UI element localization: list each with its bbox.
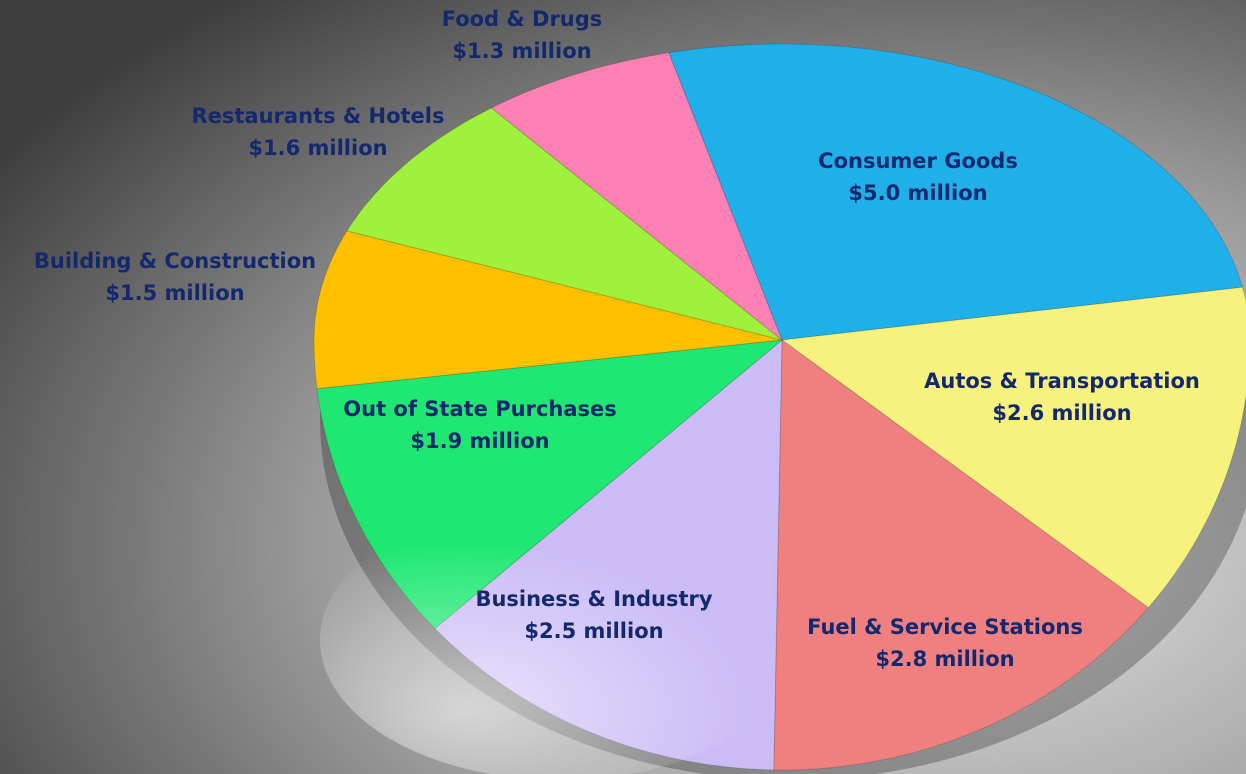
pie-slice [346,107,783,341]
slice-value-label: $2.8 million [875,647,1014,671]
pie-slice [668,43,1244,341]
slice-value-label: $1.5 million [105,281,244,305]
slice-label: Autos & Transportation [924,369,1200,393]
slice-label: Consumer Goods [818,149,1018,173]
slice-value-label: $1.3 million [452,39,591,63]
slice-label: Fuel & Service Stations [807,615,1083,639]
slice-value-label: $1.6 million [248,136,387,160]
pie-slice [773,339,1150,771]
slice-label: Food & Drugs [442,7,603,31]
pie-slice [313,230,783,390]
slice-value-label: $1.9 million [410,429,549,453]
slice-label: Out of State Purchases [343,397,616,421]
slice-value-label: $2.6 million [992,401,1131,425]
slice-value-label: $5.0 million [848,181,987,205]
pie-slice [780,286,1246,609]
slice-label: Restaurants & Hotels [191,104,444,128]
labels: Consumer Goods $5.0 million Autos & Transp… [34,7,1200,671]
pie-slice [490,52,784,342]
slice-value-label: $2.5 million [524,619,663,643]
slice-label: Building & Construction [34,249,316,273]
slice-label: Business & Industry [475,587,712,611]
